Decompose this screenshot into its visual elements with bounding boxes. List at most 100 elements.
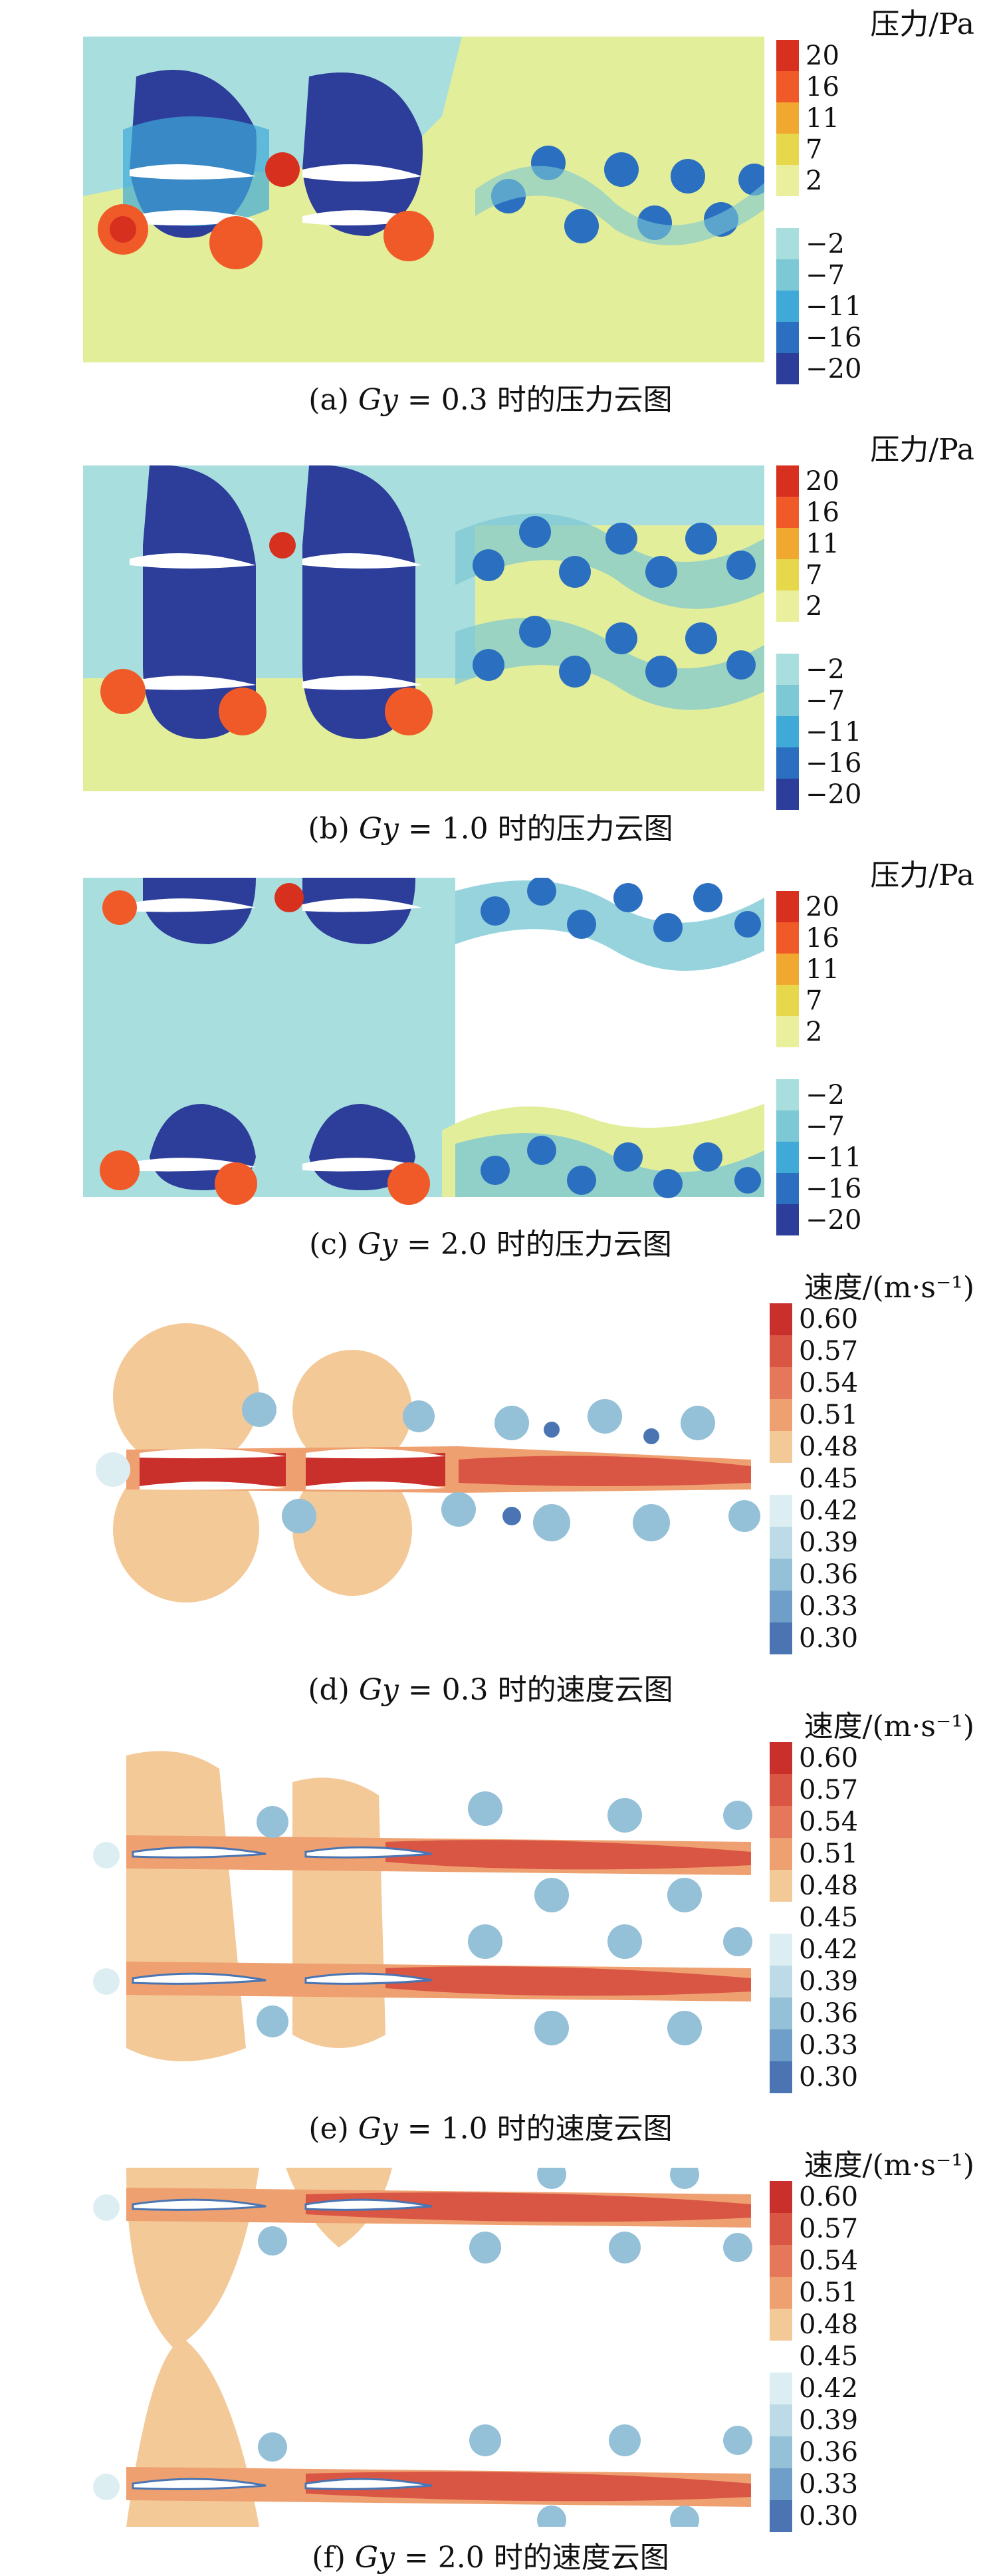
legend-swatch	[770, 1838, 792, 1870]
legend-tick-label: 11	[806, 529, 839, 559]
legend-tick-label: 0.30	[799, 2501, 859, 2531]
legend-swatch	[776, 1016, 799, 1047]
legend-tick-label: 0.51	[799, 1839, 859, 1869]
legend-swatch	[776, 747, 799, 779]
legend-title: 速度/(m·s⁻¹)	[804, 1271, 974, 1305]
legend-title: 压力/Pa	[870, 433, 974, 467]
legend-swatch	[770, 1367, 792, 1399]
caption-text: 时的速度云图	[496, 2112, 673, 2146]
legend-title: 速度/(m·s⁻¹)	[804, 1710, 974, 1743]
velocity-contour-plot	[86, 1742, 764, 2075]
panel-e: 速度/(m·s⁻¹) 0.60 0.57 0.54 0.51 0.48 0.45 0.42 0.…	[0, 1702, 981, 2146]
legend-swatch	[776, 102, 799, 134]
legend-tick-label: 0.39	[799, 1527, 859, 1558]
legend-swatch	[776, 228, 799, 259]
caption-label: (a)	[308, 383, 358, 417]
legend-swatch	[770, 2245, 792, 2277]
legend-tick-label: 0.42	[799, 2373, 859, 2404]
legend-tick-label: 16	[806, 497, 839, 528]
caption-value: = 1.0	[397, 2112, 497, 2146]
caption-variable: Gy	[358, 2112, 398, 2146]
legend-tick-label: 0.60	[799, 2182, 859, 2212]
legend-swatch	[776, 954, 799, 985]
legend-tick-label: 0.57	[799, 1775, 859, 1805]
legend-tick-label: −20	[806, 1205, 862, 1235]
velocity-contour-plot	[86, 1317, 764, 1629]
legend-tick-label: 0.48	[799, 1870, 859, 1901]
legend-tick-label: 0.51	[799, 1400, 859, 1430]
legend-swatch	[770, 1997, 792, 2029]
legend-tick-label: 0.48	[799, 1432, 859, 1462]
caption-value: = 1.0	[398, 812, 498, 846]
legend-tick-label: 0.39	[799, 1966, 859, 1997]
panel-c: 压力/Pa 20 16 11 7 2 −2 −7 −11 −16 −20 (c) Gy = 2.0 …	[0, 851, 981, 1263]
legend-tick-label: 7	[806, 560, 823, 590]
legend-title: 压力/Pa	[870, 7, 974, 41]
figure-caption: (b) Gy = 1.0 时的压力云图	[0, 805, 981, 847]
legend-tick-label: 7	[806, 985, 823, 1016]
legend-tick-label: 0.36	[799, 1998, 859, 2029]
velocity-legend: 速度/(m·s⁻¹) 0.60 0.57 0.54 0.51 0.48 0.45 0.42 0.…	[764, 1702, 981, 2101]
legend-swatch	[776, 259, 799, 291]
legend-swatch	[776, 71, 799, 102]
legend-tick-label: 0.36	[799, 1559, 859, 1590]
legend-swatch	[776, 1204, 799, 1235]
legend-tick-label: −16	[806, 1174, 862, 1204]
legend-tick-label: 0.39	[799, 2405, 859, 2436]
legend-tick-label: 2	[806, 591, 823, 622]
pressure-legend: 压力/Pa 20 16 11 7 2 −2 −7 −11 −16 −20	[771, 426, 981, 810]
legend-swatch	[770, 1774, 792, 1806]
legend-tick-label: 0.30	[799, 1623, 859, 1654]
legend-title: 压力/Pa	[870, 858, 974, 892]
legend-swatch	[770, 2436, 792, 2468]
caption-variable: Gy	[354, 2541, 395, 2575]
legend-swatch	[776, 291, 799, 322]
legend-swatch	[776, 1110, 799, 1142]
legend-tick-label: −7	[806, 260, 845, 291]
legend-swatch	[770, 2029, 792, 2061]
velocity-legend: 速度/(m·s⁻¹) 0.60 0.57 0.54 0.51 0.48 0.45 0.42 0.…	[764, 2141, 981, 2532]
legend-tick-label: 2	[806, 166, 823, 196]
panel-a: 压力/Pa 20 16 11 7 2 −2 −7 −11 −16 −20 (a) Gy = 0.3 …	[0, 0, 981, 426]
figure-caption: (e) Gy = 1.0 时的速度云图	[0, 2105, 981, 2147]
legend-swatch	[770, 2341, 792, 2373]
figure-caption: (d) Gy = 0.3 时的速度云图	[0, 1666, 981, 1708]
legend-swatch	[776, 353, 799, 384]
legend-tick-label: 2	[806, 1017, 823, 1047]
pressure-legend: 压力/Pa 20 16 11 7 2 −2 −7 −11 −16 −20	[771, 0, 981, 384]
legend-tick-label: −20	[806, 354, 862, 384]
legend-tick-label: −11	[806, 717, 862, 747]
legend-tick-label: −20	[806, 779, 862, 810]
caption-value: = 0.3	[397, 383, 497, 417]
caption-variable: Gy	[358, 1673, 399, 1707]
legend-tick-label: 16	[806, 72, 839, 102]
legend-swatch	[776, 716, 799, 747]
legend-tick-label: −7	[806, 1111, 845, 1142]
caption-text: 时的速度云图	[493, 2541, 669, 2575]
legend-swatch	[770, 2309, 792, 2341]
caption-label: (f)	[312, 2541, 355, 2575]
legend-swatch	[776, 985, 799, 1016]
legend-tick-label: 0.60	[799, 1743, 859, 1773]
legend-tick-label: 0.54	[799, 1368, 859, 1398]
legend-tick-label: 0.48	[799, 2309, 859, 2340]
legend-swatch	[776, 465, 799, 497]
pressure-contour-plot	[83, 465, 764, 791]
legend-title: 速度/(m·s⁻¹)	[804, 2148, 974, 2182]
legend-swatch	[770, 1591, 792, 1622]
legend-tick-label: 11	[806, 103, 839, 134]
caption-label: (d)	[308, 1673, 359, 1707]
legend-tick-label: 0.30	[799, 2062, 859, 2093]
legend-swatch	[776, 590, 799, 622]
legend-swatch	[770, 1806, 792, 1838]
legend-swatch	[776, 497, 799, 528]
caption-label: (e)	[308, 2112, 358, 2146]
figure-caption: (f) Gy = 2.0 时的速度云图	[0, 2533, 981, 2576]
legend-swatch	[776, 1079, 799, 1110]
pressure-contour-plot	[83, 878, 764, 1210]
legend-swatch	[776, 654, 799, 685]
panel-d: 速度/(m·s⁻¹) 0.60 0.57 0.54 0.51 0.48 0.45 0.42 0.…	[0, 1263, 981, 1707]
legend-tick-label: 0.51	[799, 2277, 859, 2308]
legend-swatch	[770, 1495, 792, 1527]
caption-text: 时的压力云图	[496, 383, 673, 417]
